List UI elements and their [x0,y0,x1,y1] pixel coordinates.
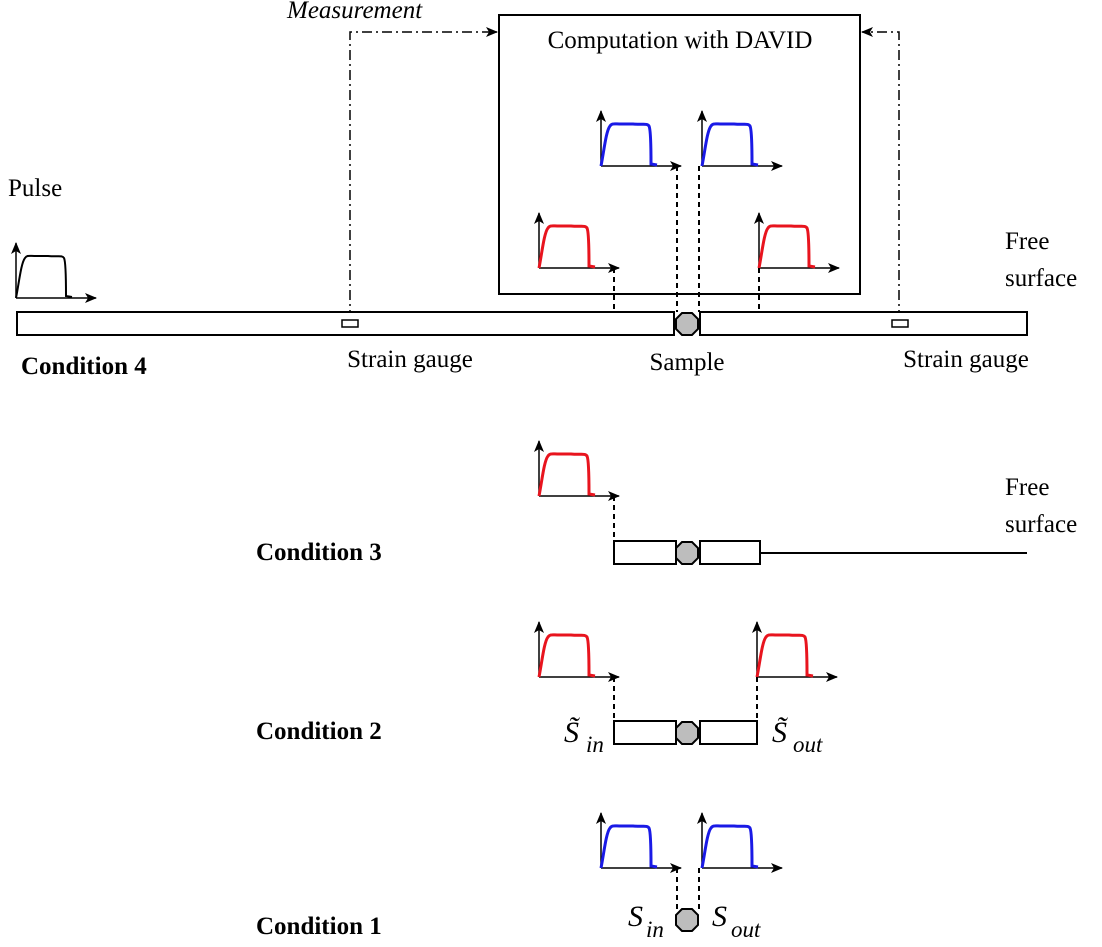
output-bar [699,311,1028,336]
plot-corrected-out-red [757,213,839,270]
plot-sample-in-blue [599,111,681,168]
plot-incident-pulse [15,243,96,299]
condition-4-label: Condition 4 [21,353,147,380]
strain-gauge-left-label: Strain gauge [347,346,473,373]
sample-label: Sample [650,349,725,376]
sample-c4 [675,312,699,336]
s-out-symbol: S [712,900,727,933]
c2-input-bar [613,720,677,745]
measurement-arrow-left [349,27,498,320]
c3-input-bar [613,540,677,565]
condition-3-label: Condition 3 [256,539,382,566]
sample-c1 [675,908,699,932]
s-tilde-out-symbol: S̃ [772,716,788,749]
c2-output-bar [699,720,758,745]
sample-c2 [675,721,699,745]
pulse-label: Pulse [8,175,62,202]
s-out-subscript: out [731,917,761,942]
strain-gauge-right-label: Strain gauge [903,346,1029,373]
plot-c3-corrected-in [537,441,619,498]
condition-2-label: Condition 2 [256,718,382,745]
measurement-label: Measurement [286,0,423,24]
free-surface-label-c3-1: Free [1005,474,1049,501]
plot-corrected-in-red [537,213,619,270]
strain-gauge-left [341,319,359,328]
sample-c3 [675,541,699,565]
measurement-arrow-right [861,27,900,320]
plot-c1-sample-out [700,813,782,870]
c3-output-bar [699,540,761,565]
condition-1-label: Condition 1 [256,913,382,940]
free-surface-label-top-2: surface [1005,265,1077,292]
computation-box [498,14,861,295]
strain-gauge-right [891,319,909,328]
s-tilde-in-symbol: S̃ [564,716,580,749]
plot-sample-out-blue [700,111,782,168]
s-tilde-out-subscript: out [793,732,823,757]
computation-title: Computation with DAVID [548,27,813,54]
s-tilde-in-subscript: in [586,732,604,757]
plot-c1-sample-in [599,813,681,870]
free-surface-label-c3-2: surface [1005,511,1077,538]
plot-c2-corrected-in [537,622,619,679]
free-surface-label-top-1: Free [1005,228,1049,255]
s-in-subscript: in [646,917,664,942]
s-in-symbol: S [628,900,643,933]
plot-c2-corrected-out [755,622,837,679]
